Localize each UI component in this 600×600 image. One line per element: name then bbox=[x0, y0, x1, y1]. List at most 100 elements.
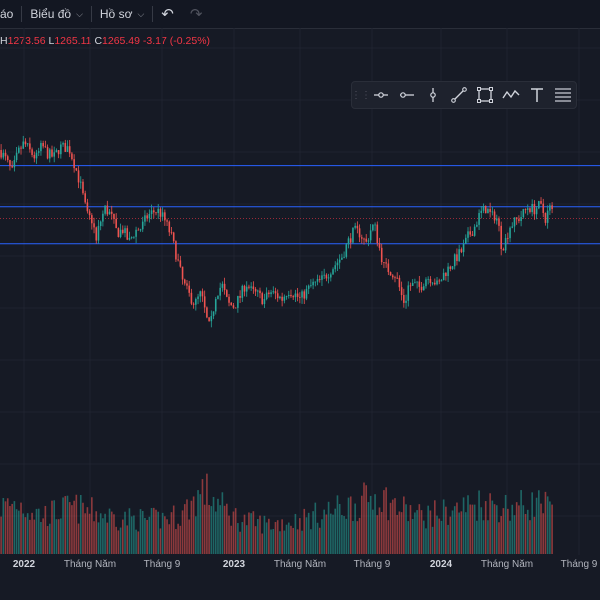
candle-body bbox=[418, 281, 421, 287]
volume-bar bbox=[458, 512, 460, 554]
rectangle-button[interactable] bbox=[472, 82, 498, 108]
volume-bar bbox=[263, 515, 266, 554]
volume-bar bbox=[429, 510, 432, 554]
candle-body bbox=[303, 291, 306, 299]
candle-body bbox=[549, 205, 551, 211]
candle-body bbox=[429, 278, 432, 283]
volume-bar bbox=[338, 504, 341, 554]
candle-body bbox=[106, 205, 109, 215]
volume-bar bbox=[22, 513, 25, 554]
volume-bar bbox=[152, 507, 155, 554]
volume-bar bbox=[35, 508, 38, 554]
volume-bar bbox=[462, 497, 465, 554]
horizontal-line-button[interactable] bbox=[394, 82, 420, 108]
volume-bar bbox=[279, 531, 281, 554]
volume-bar bbox=[422, 520, 425, 554]
candle-body bbox=[383, 262, 385, 263]
volume-bar bbox=[482, 520, 485, 554]
volume-bar bbox=[456, 502, 458, 554]
undo-button[interactable]: ↶ bbox=[153, 0, 182, 28]
vertical-line-button[interactable] bbox=[420, 82, 446, 108]
candle-body bbox=[245, 286, 248, 292]
chart-menu-button[interactable]: Biểu đồ ⌵ bbox=[22, 0, 91, 28]
volume-bar bbox=[161, 512, 164, 554]
ohlc-low-value: 1265.11 bbox=[54, 35, 92, 47]
top-toolbar: áo Biểu đồ ⌵ Hồ sơ ⌵ ↶ ↷ bbox=[0, 0, 600, 29]
candle-body bbox=[144, 215, 146, 222]
volume-bar bbox=[208, 504, 210, 554]
candle-body bbox=[186, 283, 188, 286]
candle-body bbox=[232, 305, 235, 308]
volume-bar bbox=[491, 500, 494, 554]
volume-bar bbox=[77, 523, 80, 554]
candle-body bbox=[403, 295, 405, 303]
drag-handle-icon[interactable]: ⋮⋮ bbox=[351, 89, 371, 101]
path-button[interactable] bbox=[498, 82, 524, 108]
volume-bar bbox=[201, 479, 204, 554]
candle-body bbox=[343, 256, 345, 258]
volume-bar bbox=[133, 515, 135, 554]
volume-bar bbox=[113, 514, 115, 554]
candle-body bbox=[515, 217, 518, 220]
candle-body bbox=[321, 275, 323, 280]
candle-body bbox=[248, 286, 250, 288]
candle-body bbox=[62, 143, 64, 145]
volume-bar bbox=[186, 499, 188, 554]
profile-menu-label: Hồ sơ bbox=[99, 7, 133, 21]
fib-retracement-button[interactable] bbox=[550, 82, 576, 108]
volume-bar bbox=[175, 529, 177, 554]
volume-bar bbox=[203, 504, 206, 554]
candle-body bbox=[394, 277, 396, 279]
x-tick-label: Tháng Năm bbox=[273, 559, 327, 570]
candle-body bbox=[146, 215, 148, 219]
candle-body bbox=[254, 288, 257, 292]
volume-bar bbox=[46, 526, 49, 554]
candle-body bbox=[531, 204, 533, 213]
candle-body bbox=[442, 272, 445, 281]
volume-bar bbox=[403, 496, 405, 554]
ohlc-high-label: H bbox=[0, 35, 8, 47]
price-chart[interactable] bbox=[0, 28, 600, 555]
volume-bar bbox=[223, 505, 226, 554]
candle-body bbox=[6, 156, 9, 161]
candle-body bbox=[445, 272, 447, 276]
candle-body bbox=[31, 149, 33, 155]
volume-bar bbox=[26, 513, 29, 554]
volume-bar bbox=[427, 505, 429, 554]
menu-item-cut[interactable]: áo bbox=[0, 0, 21, 28]
candle-body bbox=[148, 213, 151, 219]
candle-body bbox=[332, 269, 334, 275]
volume-bar bbox=[438, 518, 441, 554]
redo-button[interactable]: ↷ bbox=[182, 0, 211, 28]
candle-body bbox=[378, 243, 381, 248]
candle-body bbox=[482, 205, 485, 211]
volume-bar bbox=[540, 503, 542, 554]
volume-bar bbox=[531, 492, 533, 554]
candle-body bbox=[396, 277, 398, 279]
volume-bar bbox=[29, 519, 31, 554]
horizontal-levels[interactable] bbox=[0, 165, 600, 245]
candle-body bbox=[234, 307, 237, 309]
volume-bar bbox=[106, 522, 109, 554]
volume-bar bbox=[164, 516, 166, 554]
volume-bar bbox=[177, 523, 179, 554]
trend-line-button[interactable] bbox=[446, 82, 472, 108]
ohlc-low-label: L bbox=[48, 35, 55, 47]
horizontal-ray-button[interactable] bbox=[368, 82, 394, 108]
candle-body bbox=[374, 224, 376, 226]
candle-body bbox=[13, 159, 16, 168]
profile-menu-button[interactable]: Hồ sơ ⌵ bbox=[92, 0, 152, 28]
chevron-down-icon: ⌵ bbox=[76, 8, 83, 19]
candle-body bbox=[414, 282, 416, 284]
candle-body bbox=[349, 238, 352, 243]
candle-body bbox=[18, 147, 20, 153]
volume-bar bbox=[95, 511, 98, 554]
volume-bar bbox=[407, 521, 410, 554]
ohlc-legend: H1273.56 L1265.11 C1265.49 -3.17 (-0.25%… bbox=[0, 35, 210, 47]
candle-body bbox=[208, 317, 210, 322]
candle-body bbox=[504, 237, 507, 251]
candle-body bbox=[166, 220, 168, 222]
volume-bar bbox=[245, 525, 248, 554]
candle-body bbox=[409, 285, 412, 287]
text-button[interactable] bbox=[524, 82, 550, 108]
